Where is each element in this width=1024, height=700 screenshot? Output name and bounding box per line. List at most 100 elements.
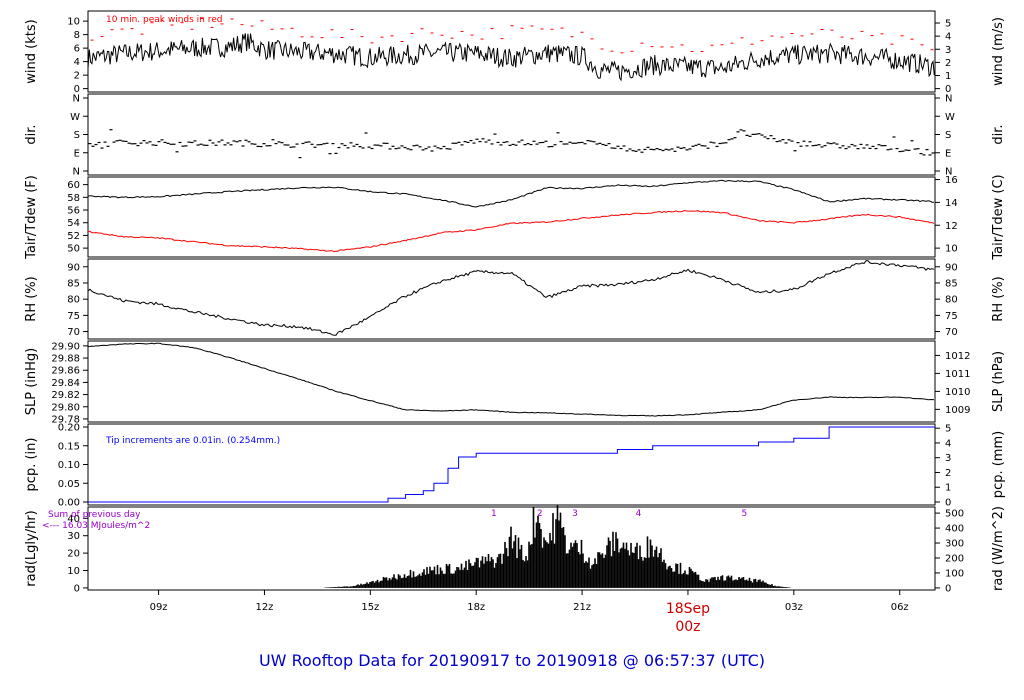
series-precip-line	[88, 426, 935, 503]
radiation-note: Sum of previous day	[48, 510, 141, 520]
y-tick-label: 29.80	[51, 402, 80, 413]
x-tick-label: 12z	[255, 602, 273, 613]
y-axis-label: pcp. (in)	[24, 438, 39, 492]
y-tick-label: 52	[67, 231, 80, 242]
y-tick-label: 29.86	[51, 366, 80, 377]
x-tick-label: 09z	[150, 602, 168, 613]
solar-marker: 2	[537, 509, 543, 519]
y-tick-label: 8	[74, 30, 80, 41]
y-tick-label-right: 14	[945, 198, 958, 209]
panel-precipitation: 0.00 0.05 0.10 0.15 0.20 0 1 2 3 4 5 pcp. (in) pcp. …	[24, 423, 1006, 509]
y-tick-label: S	[74, 130, 80, 141]
panel-frame	[87, 258, 936, 340]
time-axis: 09z 12z 15z 18z 21z 03z 06z 18Sep 00z	[150, 590, 909, 635]
y-tick-label-right: N	[945, 167, 952, 178]
y-tick-label-right: 200	[945, 553, 964, 564]
series-pressure-0	[87, 342, 935, 417]
y-tick-label: 80	[67, 295, 80, 306]
precip-annotation: Tip increments are 0.01in. (0.254mm.)	[105, 436, 280, 446]
y-axis-label: RH (%)	[24, 276, 39, 321]
y-tick-label-right: 2	[945, 58, 951, 69]
x-tick-label: 21z	[573, 602, 591, 613]
y-tick-label-right: 90	[945, 262, 958, 273]
y-tick-label: 0.05	[58, 479, 80, 490]
y-tick-label: 0	[74, 583, 80, 594]
y-tick-label-right: 12	[945, 221, 958, 232]
y-tick-label: 75	[67, 311, 80, 322]
series-wind-line	[87, 33, 935, 82]
y-tick-label-right: W	[945, 112, 955, 123]
y-tick-label: 0.00	[58, 498, 80, 509]
y-tick-label-right: 1011	[945, 369, 970, 380]
y-tick-label-right: 0	[945, 84, 951, 95]
y-tick-label: 54	[67, 218, 80, 229]
y-axis-label-right: SLP (hPa)	[991, 351, 1006, 412]
y-tick-label: 0.20	[58, 423, 80, 434]
x-tick-label: 06z	[891, 602, 909, 613]
y-tick-label-right: 16	[945, 175, 958, 186]
panel-wind: 0 2 4 6 8 10 0 1 2 3 4 5 wind (kts) wind (m/s) 10 min.…	[24, 10, 1006, 95]
y-tick-label-right: 5	[945, 19, 951, 30]
y-tick-label: 2	[74, 71, 80, 82]
y-tick-label: 85	[67, 278, 80, 289]
y-tick-label: 56	[67, 206, 80, 217]
y-axis-label: dir.	[24, 124, 39, 144]
series-rh-0	[87, 260, 935, 336]
y-axis-label: rad(Lgly/hr)	[24, 510, 39, 586]
y-axis-label-right: dir.	[991, 124, 1006, 144]
y-tick-label: 6	[74, 44, 80, 55]
date-label: 18Sep	[666, 601, 710, 617]
y-tick-label-right: 0	[945, 498, 951, 509]
y-tick-label: 0	[74, 84, 80, 95]
y-tick-label-right: 2	[945, 468, 951, 479]
x-tick-label: 18z	[467, 602, 485, 613]
y-tick-label-right: 85	[945, 278, 958, 289]
y-tick-label-right: 4	[945, 438, 951, 449]
y-tick-label-right: 70	[945, 327, 958, 338]
x-tick-label: 15z	[361, 602, 379, 613]
y-tick-label-right: 1	[945, 71, 951, 82]
panel-frame	[87, 506, 936, 591]
y-tick-label: W	[70, 112, 80, 123]
x-tick-label: 03z	[785, 602, 803, 613]
y-tick-label: N	[73, 94, 80, 105]
panel-frame	[87, 340, 936, 423]
radiation-note: <--- 16.03 MJoules/m^2	[42, 521, 150, 531]
date-sub-label: 00z	[675, 619, 700, 635]
solar-marker: 5	[742, 509, 748, 519]
y-tick-label-right: S	[945, 130, 951, 141]
y-axis-label: wind (kts)	[24, 19, 39, 83]
chart-title: UW Rooftop Data for 20190917 to 20190918…	[259, 651, 765, 670]
y-tick-label: 10	[67, 566, 80, 577]
y-tick-label: 60	[67, 180, 80, 191]
y-tick-label-right: N	[945, 94, 952, 105]
y-tick-label: 70	[67, 327, 80, 338]
y-tick-label: 90	[67, 262, 80, 273]
y-tick-label-right: 3	[945, 453, 951, 464]
panel-rh: 70 75 80 85 90 70 75 80 85 90 RH (%) RH (%)	[24, 258, 1006, 340]
y-tick-label-right: 1012	[945, 351, 970, 362]
y-tick-label: 29.90	[51, 341, 80, 352]
y-tick-label-right: 75	[945, 311, 958, 322]
y-axis-label-right: Tair/Tdew (C)	[991, 174, 1006, 260]
y-tick-label-right: 300	[945, 539, 964, 550]
series-temperature-0	[87, 179, 934, 208]
y-tick-label: 30	[67, 531, 80, 542]
y-tick-label-right: 4	[945, 32, 951, 43]
y-axis-label: SLP (inHg)	[24, 348, 39, 416]
panel-frame	[87, 10, 936, 93]
y-tick-label-right: 400	[945, 524, 964, 535]
y-tick-label: 0.10	[58, 460, 80, 471]
y-tick-label-right: 10	[945, 244, 958, 255]
solar-marker: 3	[572, 509, 578, 519]
y-tick-label: E	[74, 148, 80, 159]
y-tick-label: 29.88	[51, 354, 80, 365]
y-tick-label: 58	[67, 193, 80, 204]
y-tick-label-right: 80	[945, 295, 958, 306]
y-tick-label: 20	[67, 549, 80, 560]
y-axis-label-right: rad (W/m^2)	[991, 506, 1006, 591]
y-tick-label: N	[73, 167, 80, 178]
